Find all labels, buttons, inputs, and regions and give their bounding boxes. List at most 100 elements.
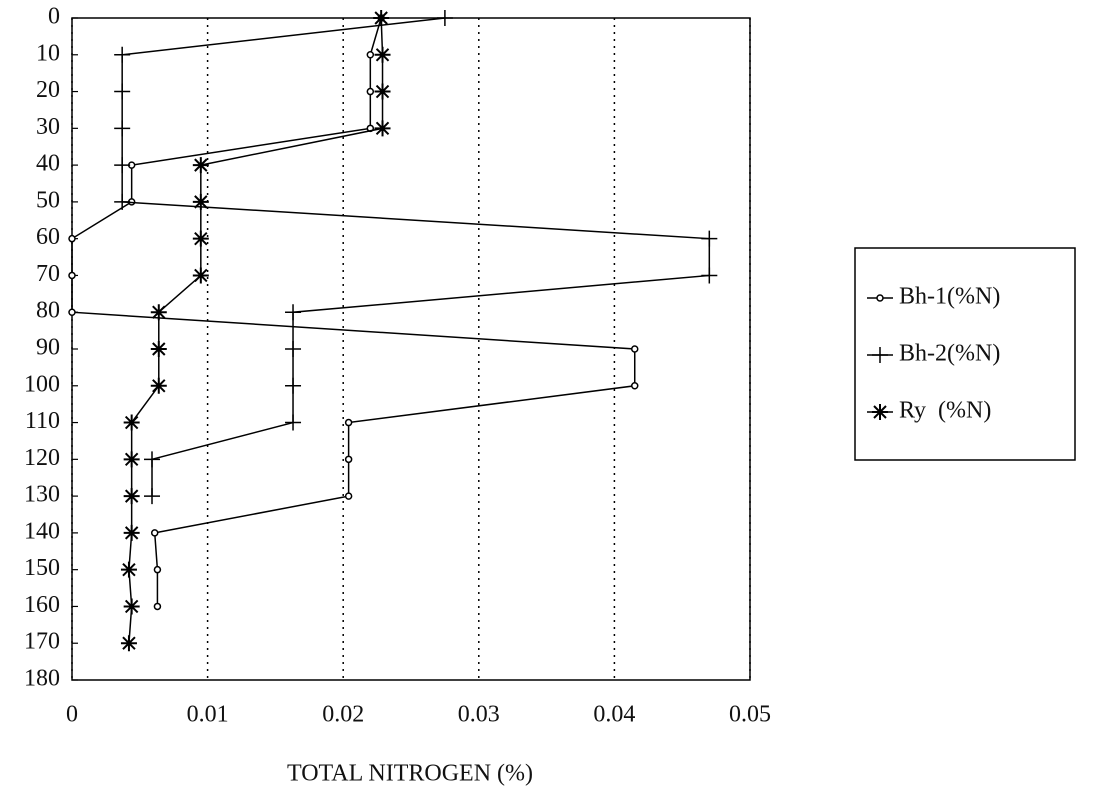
marker-circle [154,603,160,609]
y-tick-label: 140 [24,518,60,544]
marker-shape [375,47,391,63]
marker-circle [367,52,373,58]
marker-shape [69,309,75,315]
x-tick-label: 0.01 [187,702,229,728]
marker-circle [877,295,883,301]
y-tick-label: 60 [36,224,60,250]
marker-shape [114,120,130,136]
marker-shape [285,378,301,394]
y-tick-label: 70 [36,261,60,287]
marker-shape [114,157,130,173]
marker-shape [367,52,373,58]
marker-circle [632,346,638,352]
marker-star [124,451,140,467]
marker-shape [193,194,209,210]
marker-shape [152,530,158,536]
marker-circle [69,236,75,242]
legend-label: Bh-2(%N) [899,341,1000,367]
marker-star [193,194,209,210]
x-tick-label: 0.04 [593,702,635,728]
y-tick-label: 100 [24,371,60,397]
marker-plus [285,341,301,357]
marker-shape [701,267,717,283]
marker-shape [437,10,453,26]
y-tick-label: 0 [48,4,60,30]
marker-circle [69,309,75,315]
marker-shape [375,84,391,100]
marker-shape [193,231,209,247]
marker-shape [285,341,301,357]
y-tick-label: 120 [24,445,60,471]
marker-shape [632,346,638,352]
marker-circle [346,456,352,462]
marker-plus [114,120,130,136]
marker-plus [285,378,301,394]
marker-shape [124,451,140,467]
marker-star [193,267,209,283]
marker-plus [701,231,717,247]
y-tick-label: 50 [36,187,60,213]
marker-shape [151,341,167,357]
legend-label: Ry (%N) [899,398,991,424]
x-tick-label: 0.02 [322,702,364,728]
marker-shape [193,157,209,173]
marker-shape [701,231,717,247]
marker-shape [154,567,160,573]
marker-shape [114,84,130,100]
marker-shape [346,493,352,499]
marker-shape [877,295,883,301]
marker-plus [114,84,130,100]
y-tick-label: 170 [24,629,60,655]
marker-shape [69,236,75,242]
marker-shape [124,488,140,504]
y-tick-label: 130 [24,482,60,508]
marker-star [193,231,209,247]
marker-circle [69,272,75,278]
marker-shape [144,451,160,467]
marker-shape [114,194,130,210]
marker-circle [154,567,160,573]
y-tick-label: 90 [36,335,60,361]
marker-circle [367,89,373,95]
marker-shape [69,272,75,278]
marker-star [193,157,209,173]
marker-star [124,525,140,541]
y-tick-label: 40 [36,151,60,177]
y-tick-label: 150 [24,555,60,581]
marker-star [124,598,140,614]
marker-shape [124,415,140,431]
marker-star [121,635,137,651]
y-tick-label: 180 [24,666,60,692]
marker-shape [346,456,352,462]
marker-plus [114,47,130,63]
marker-shape [144,488,160,504]
x-tick-label: 0.03 [458,702,500,728]
marker-circle [346,493,352,499]
marker-shape [872,404,888,420]
marker-shape [151,304,167,320]
marker-shape [285,304,301,320]
marker-plus [701,267,717,283]
marker-plus [114,194,130,210]
marker-star [151,341,167,357]
marker-shape [151,378,167,394]
marker-shape [114,47,130,63]
y-tick-label: 20 [36,77,60,103]
series-line [122,18,709,496]
marker-shape [121,562,137,578]
plot-frame [72,18,750,680]
x-tick-label: 0 [66,702,78,728]
marker-plus [144,488,160,504]
x-tick-label: 0.05 [729,702,771,728]
x-axis-label: TOTAL NITROGEN (%) [287,761,533,787]
marker-shape [124,598,140,614]
marker-plus [144,451,160,467]
marker-circle [152,530,158,536]
marker-shape [154,603,160,609]
y-tick-label: 80 [36,298,60,324]
marker-plus [437,10,453,26]
marker-plus [285,415,301,431]
marker-star [373,10,389,26]
marker-shape [373,10,389,26]
marker-shape [121,635,137,651]
